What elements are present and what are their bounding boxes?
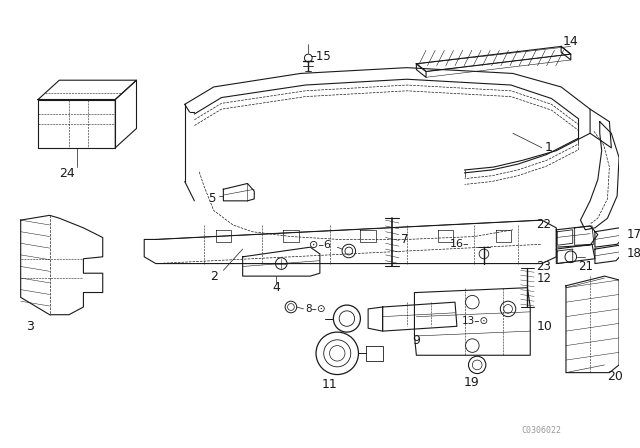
Text: –15: –15 [310,50,331,63]
Text: 16–: 16– [450,239,470,249]
Text: 18: 18 [627,247,640,260]
Text: 14: 14 [563,35,579,48]
Text: 21: 21 [579,260,593,273]
Text: ⊙–6: ⊙–6 [310,240,332,250]
Circle shape [500,301,516,317]
Text: 12: 12 [537,271,552,284]
Text: 22: 22 [536,219,552,232]
Circle shape [342,244,356,258]
Text: 7: 7 [401,233,408,246]
Text: 8–⊙: 8–⊙ [305,304,326,314]
Text: 11: 11 [322,378,337,391]
Text: 1: 1 [545,141,552,154]
Text: 13–⊙: 13–⊙ [461,316,489,327]
Text: C0306022: C0306022 [522,426,562,435]
Circle shape [468,356,486,374]
Text: 5: 5 [208,192,216,205]
Text: 17: 17 [627,228,640,241]
Text: 19: 19 [463,376,479,389]
Text: 10: 10 [537,320,553,333]
Text: 23: 23 [536,260,552,273]
Circle shape [565,251,577,263]
Text: 9: 9 [412,334,420,347]
Text: 4: 4 [273,281,280,294]
Text: 24: 24 [59,167,75,180]
Text: 2: 2 [210,270,218,283]
Text: 3: 3 [26,320,35,333]
Text: 20: 20 [607,370,623,383]
